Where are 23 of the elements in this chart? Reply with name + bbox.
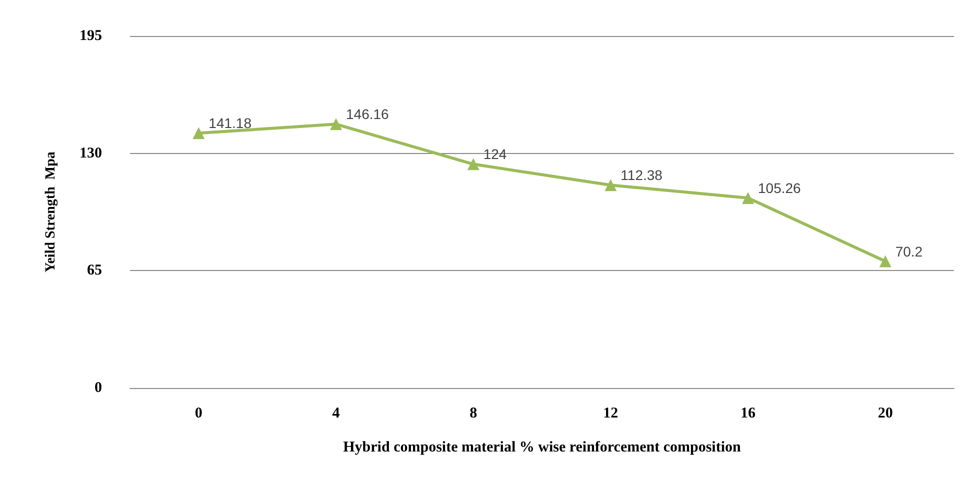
data-label: 112.38	[620, 167, 663, 184]
point	[330, 118, 342, 130]
x-tick-label: 0	[194, 406, 202, 422]
y-tick-label: 130	[80, 145, 102, 162]
data-label: 70.2	[895, 243, 923, 260]
point	[467, 158, 480, 170]
y-tick-label: 0	[94, 380, 102, 396]
x-tick-label: 16	[740, 406, 756, 422]
y-tick-label: 195	[80, 28, 102, 44]
x-axis-title: Hybrid composite material % wise reinforcement composition	[343, 440, 742, 456]
data-label: 105.26	[758, 180, 802, 196]
x-tick-label: 8	[470, 406, 478, 422]
point	[742, 192, 754, 204]
x-tick-label: 20	[878, 406, 893, 422]
point	[604, 179, 617, 192]
x-tick-label: 4	[332, 406, 340, 422]
y-tick-label: 65	[87, 262, 102, 279]
point	[879, 255, 892, 268]
point	[192, 127, 205, 140]
x-tick-label: 12	[603, 406, 618, 422]
data-label: 146.16	[346, 106, 390, 122]
y-axis-title: Yeild Strength Mpa	[44, 152, 58, 272]
data-label: 141.18	[208, 115, 252, 132]
